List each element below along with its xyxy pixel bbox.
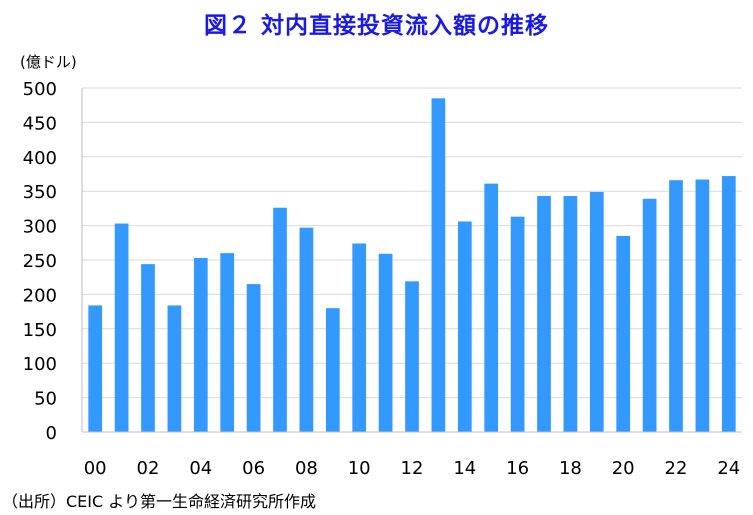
bar-00 (88, 305, 103, 432)
bar-08 (299, 227, 314, 432)
y-tick-label: 500 (23, 79, 57, 100)
x-tick-label: 06 (242, 458, 265, 479)
y-tick-label: 100 (23, 354, 57, 375)
bar-13 (431, 98, 446, 432)
bar-03 (167, 305, 182, 432)
bar-series (88, 98, 736, 432)
bar-06 (246, 284, 261, 432)
bar-14 (457, 221, 472, 432)
y-tick-label: 350 (23, 182, 57, 203)
chart-title: 図２ 対内直接投資流入額の推移 (203, 13, 549, 39)
bar-15 (484, 183, 499, 432)
y-tick-label: 50 (34, 389, 57, 410)
bar-23 (695, 179, 710, 432)
y-tick-label: 150 (23, 320, 57, 341)
bar-19 (589, 191, 604, 432)
bar-16 (510, 216, 525, 432)
x-tick-label: 10 (348, 458, 371, 479)
y-axis-unit-label: (億ドル) (20, 53, 77, 71)
bar-12 (405, 281, 419, 432)
y-tick-label: 450 (23, 113, 57, 134)
x-tick-label: 24 (717, 458, 740, 479)
x-tick-label: 18 (559, 458, 582, 479)
x-tick-label: 02 (137, 458, 160, 479)
bar-09 (325, 308, 340, 432)
x-tick-label: 22 (665, 458, 688, 479)
y-tick-label: 250 (23, 251, 57, 272)
x-tick-label: 12 (401, 458, 424, 479)
bar-07 (273, 207, 287, 432)
x-tick-label: 14 (453, 458, 476, 479)
source-note: （出所）CEIC より第一生命経済研究所作成 (2, 492, 316, 511)
bar-11 (378, 253, 393, 432)
bar-04 (193, 257, 208, 432)
x-tick-label: 20 (612, 458, 635, 479)
axes: 0 50 100 150 200 250 300 350 400 450 500 00 02 04 06 08… (23, 79, 742, 479)
bar-22 (669, 180, 683, 432)
x-tick-label: 04 (189, 458, 212, 479)
bar-05 (220, 253, 235, 432)
bar-02 (141, 264, 155, 432)
bar-21 (642, 198, 657, 432)
bar-20 (616, 235, 631, 432)
x-tick-label: 08 (295, 458, 318, 479)
y-tick-label: 0 (46, 423, 57, 444)
x-tick-label: 16 (506, 458, 529, 479)
bar-10 (352, 243, 367, 432)
bar-24 (721, 176, 736, 432)
y-tick-label: 300 (23, 217, 57, 238)
x-tick-label: 00 (84, 458, 107, 479)
bar-17 (537, 196, 551, 432)
bar-01 (114, 223, 129, 432)
bar-18 (563, 196, 578, 432)
y-tick-label: 200 (23, 285, 57, 306)
y-tick-label: 400 (23, 148, 57, 169)
